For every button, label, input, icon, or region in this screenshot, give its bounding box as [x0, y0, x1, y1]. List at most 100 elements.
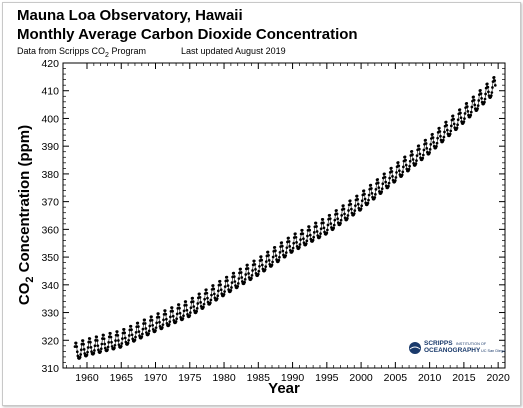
co2-point: [100, 342, 104, 346]
co2-point: [301, 232, 305, 236]
co2-point: [186, 313, 189, 316]
co2-point: [343, 212, 346, 216]
co2-point: [455, 126, 459, 130]
co2-point: [487, 90, 490, 94]
co2-point: [75, 350, 79, 354]
y-tick-label: 390: [41, 141, 59, 153]
co2-point: [418, 152, 422, 156]
co2-point: [472, 98, 476, 102]
co2-point: [383, 172, 386, 176]
co2-point: [205, 291, 209, 295]
co2-point: [339, 221, 342, 225]
co2-point: [456, 123, 459, 127]
co2-point: [169, 315, 172, 319]
co2-point: [170, 306, 174, 309]
co2-point: [253, 263, 257, 266]
co2-point: [76, 354, 80, 358]
co2-point: [370, 187, 373, 190]
co2-point: [154, 326, 158, 330]
co2-point: [415, 159, 418, 162]
co2-point: [175, 317, 178, 321]
co2-point: [171, 309, 174, 313]
co2-point: [390, 170, 394, 173]
co2-point: [164, 312, 168, 316]
co2-point: [459, 111, 462, 115]
co2-point: [185, 308, 189, 312]
co2-point: [127, 334, 131, 337]
co2-point: [463, 112, 467, 115]
co2-point: [195, 307, 199, 310]
co2-point: [318, 235, 322, 238]
co2-point: [102, 333, 105, 337]
co2-point: [414, 162, 418, 165]
x-tick-label: 2015: [452, 372, 476, 384]
co2-point: [421, 156, 425, 160]
co2-point: [277, 258, 281, 262]
co2-point: [107, 340, 111, 344]
co2-point: [347, 209, 350, 212]
co2-point: [185, 303, 188, 307]
co2-point: [263, 268, 267, 271]
co2-point: [239, 267, 242, 271]
co2-point: [387, 184, 390, 188]
co2-point: [211, 284, 215, 287]
co2-point: [485, 82, 489, 86]
co2-point: [123, 331, 127, 335]
logo-name: SCRIPPS: [424, 340, 453, 347]
co2-point: [121, 337, 124, 340]
co2-point: [260, 263, 264, 267]
co2-point: [380, 190, 383, 194]
co2-point: [90, 350, 93, 353]
co2-point: [270, 263, 274, 267]
co2-point: [189, 306, 193, 310]
co2-point: [401, 170, 405, 174]
co2-point: [448, 132, 452, 136]
co2-point: [332, 226, 336, 230]
co2-point: [451, 114, 455, 118]
co2-point: [141, 332, 144, 336]
co2-point: [408, 164, 411, 168]
co2-point: [352, 212, 356, 215]
co2-point: [134, 330, 138, 334]
co2-point: [136, 321, 140, 325]
co2-point: [308, 228, 312, 232]
co2-point: [161, 326, 164, 329]
co2-point: [312, 235, 316, 239]
co2-point: [435, 141, 439, 145]
co2-point: [459, 116, 463, 120]
co2-point: [97, 348, 100, 352]
co2-point: [172, 319, 176, 322]
co2-point: [204, 288, 208, 292]
co2-point: [328, 217, 332, 221]
chart-subtitle: Monthly Average Carbon Dioxide Concentra…: [17, 26, 358, 43]
x-tick-label: 1990: [281, 372, 305, 384]
co2-point: [212, 287, 216, 291]
co2-point: [103, 342, 107, 346]
co2-point: [226, 279, 229, 282]
co2-point: [151, 323, 155, 327]
data-source-note: Data from Scripps CO2 Program: [17, 46, 146, 59]
co2-point: [137, 325, 140, 328]
co2-point: [335, 209, 338, 212]
co2-point: [415, 154, 419, 157]
co2-point: [140, 335, 144, 339]
co2-point: [342, 204, 345, 207]
co2-point: [374, 188, 378, 191]
co2-point: [82, 348, 86, 351]
co2-point: [259, 255, 263, 258]
co2-point: [417, 144, 421, 148]
co2-point: [288, 245, 292, 248]
co2-point: [256, 272, 260, 276]
co2-point: [138, 334, 141, 338]
co2-point: [314, 221, 318, 225]
co2-point: [260, 258, 264, 262]
co2-point: [302, 237, 305, 241]
co2-point: [449, 124, 453, 128]
co2-point: [175, 312, 179, 316]
co2-point: [384, 180, 387, 184]
co2-point: [165, 322, 169, 325]
co2-point: [400, 173, 404, 177]
co2-point: [284, 254, 288, 257]
co2-point: [465, 102, 469, 105]
co2-point: [445, 128, 449, 132]
